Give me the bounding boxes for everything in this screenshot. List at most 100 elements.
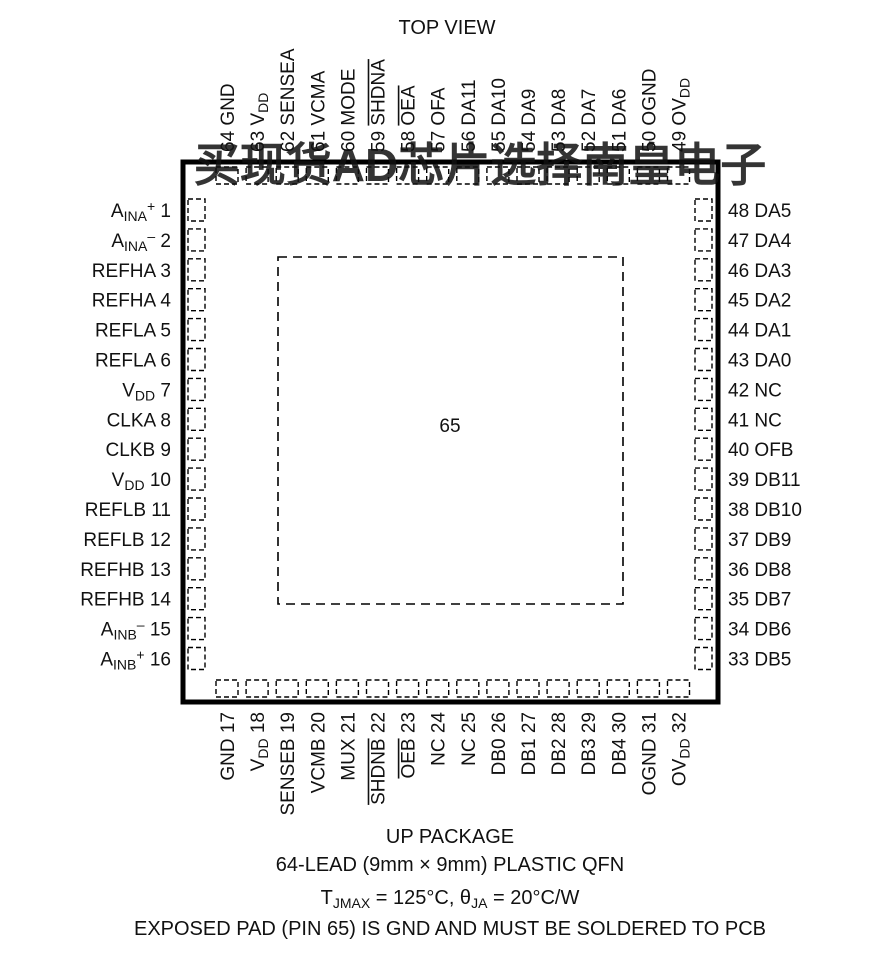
label-segment: 45 DA2 xyxy=(728,291,791,312)
label-segment: 53 DA8 xyxy=(549,89,570,152)
pin-pad xyxy=(694,258,713,282)
pin-label-text: MUX 21 xyxy=(338,712,359,781)
pin-pad xyxy=(245,166,269,185)
pin-label-text: NC 24 xyxy=(429,712,450,766)
label-segment: REFLB 12 xyxy=(83,530,171,551)
pin-label-bottom: DB2 28 xyxy=(549,712,570,775)
pin-label-left: CLKB 9 xyxy=(106,440,171,461)
exposed-pad-label: 65 xyxy=(439,416,460,437)
label-segment: 60 MODE xyxy=(338,69,359,152)
pin-label-right: 37 DB9 xyxy=(728,530,791,551)
pin-pad xyxy=(187,198,206,222)
pin-pad xyxy=(187,317,206,342)
pin-label-text: VCMB 20 xyxy=(308,712,329,793)
pin-pad xyxy=(187,616,206,641)
pin-pad xyxy=(694,497,713,521)
pin-label-bottom: DB3 29 xyxy=(579,712,600,775)
label-segment: OV xyxy=(670,758,691,786)
package-body xyxy=(180,159,721,705)
pin-label-text: 58 OEA xyxy=(399,85,420,152)
pin-pad xyxy=(187,467,206,491)
label-segment: MUX 21 xyxy=(338,712,359,781)
pin-pad xyxy=(187,646,206,671)
pin-pad xyxy=(606,679,630,698)
pin-label-bottom: NC 25 xyxy=(459,712,480,766)
pin-label-bottom: OGND 31 xyxy=(639,712,660,795)
pin-pad xyxy=(486,679,510,698)
pin-pad xyxy=(335,166,360,185)
pin-label-bottom: SHDNB 22 xyxy=(367,712,390,805)
pin-pad xyxy=(694,437,713,461)
pin-label-right: 38 DB10 xyxy=(728,500,802,521)
label-segment: NC 24 xyxy=(429,712,450,766)
pin-pad xyxy=(365,679,390,698)
pin-label-text: OEB 23 xyxy=(399,712,420,779)
pin-pad xyxy=(576,166,600,185)
caption-line: UP PACKAGE xyxy=(386,826,514,848)
pin-label-bottom: GND 17 xyxy=(218,712,239,781)
pin-pad xyxy=(305,166,329,185)
pin-pad xyxy=(187,288,206,312)
label-segment: OEB 23 xyxy=(399,712,420,779)
label-segment: A xyxy=(101,620,114,641)
pin-label-left: VDD 7 xyxy=(122,380,171,403)
pin-pad xyxy=(215,166,239,185)
pin-label-text: 61 VCMA xyxy=(308,70,329,152)
label-segment: JMAX xyxy=(333,895,371,911)
pin-label-right: 42 NC xyxy=(728,380,782,401)
pin-label-top: 51 DA6 xyxy=(609,89,630,152)
label-segment: REFHB 13 xyxy=(80,560,171,581)
pin-label-text: 64 GND xyxy=(218,83,239,152)
watermark-text: 买现货AD芯片选择南皇电子 xyxy=(194,139,766,191)
pin-label-bottom: VCMB 20 xyxy=(308,712,329,793)
label-segment: T xyxy=(321,887,333,909)
pin-pad xyxy=(694,587,713,611)
pin-label-top: 64 GND xyxy=(218,83,239,152)
label-segment: A xyxy=(100,650,113,671)
pin-label-right: 47 DA4 xyxy=(728,231,792,252)
pin-label-right: 36 DB8 xyxy=(728,560,791,581)
label-segment: SHDNB 22 xyxy=(369,712,390,805)
exposed-pad-outline xyxy=(277,256,624,605)
label-segment: 64-LEAD (9mm × 9mm) PLASTIC QFN xyxy=(276,854,624,876)
pin-pad xyxy=(395,166,420,185)
label-segment: DB2 28 xyxy=(549,712,570,775)
label-segment: REFHA 4 xyxy=(92,291,172,312)
pin-label-left: REFLB 11 xyxy=(85,500,171,521)
label-segment: DB0 26 xyxy=(489,712,510,775)
pin-pad xyxy=(546,679,570,698)
pin-label-text: VDD 18 xyxy=(248,712,271,771)
label-segment: 18 xyxy=(248,712,269,738)
pin-pad xyxy=(187,377,206,402)
pin-pads xyxy=(187,166,713,698)
pin-pad xyxy=(666,679,691,698)
label-segment: 10 xyxy=(145,470,171,491)
label-segment: SENSEB 19 xyxy=(278,712,299,816)
pin-pad xyxy=(305,679,329,698)
pin-pad xyxy=(516,679,540,698)
pin-label-right: 48 DA5 xyxy=(728,201,791,222)
pin-label-top: 52 DA7 xyxy=(579,89,600,152)
pin-pad xyxy=(187,497,206,521)
pin-pad xyxy=(694,527,713,551)
label-segment: UP PACKAGE xyxy=(386,826,514,848)
label-segment: 48 DA5 xyxy=(728,201,791,222)
label-segment: INA xyxy=(124,208,148,224)
pin-pad xyxy=(636,166,661,185)
pin-pad xyxy=(187,437,206,461)
label-segment: 33 DB5 xyxy=(728,650,791,671)
top-view-label: TOP VIEW xyxy=(398,17,495,39)
pin-label-right: 34 DB6 xyxy=(728,620,791,641)
pin-label-text: 59 SHDNA xyxy=(369,59,390,152)
caption-line: 64-LEAD (9mm × 9mm) PLASTIC QFN xyxy=(276,854,624,876)
pin-label-top: 62 SENSEA xyxy=(278,48,299,152)
label-segment: 51 DA6 xyxy=(609,89,630,152)
pin-label-text: NC 25 xyxy=(459,712,480,766)
pin-label-left: VDD 10 xyxy=(112,470,171,493)
pin-label-text: 62 SENSEA xyxy=(278,48,299,152)
pin-label-bottom: MUX 21 xyxy=(338,712,359,781)
label-segment: CLKB 9 xyxy=(106,440,171,461)
pin-pad xyxy=(666,166,691,185)
pin-pad xyxy=(694,407,713,431)
pin-pad xyxy=(456,679,480,698)
